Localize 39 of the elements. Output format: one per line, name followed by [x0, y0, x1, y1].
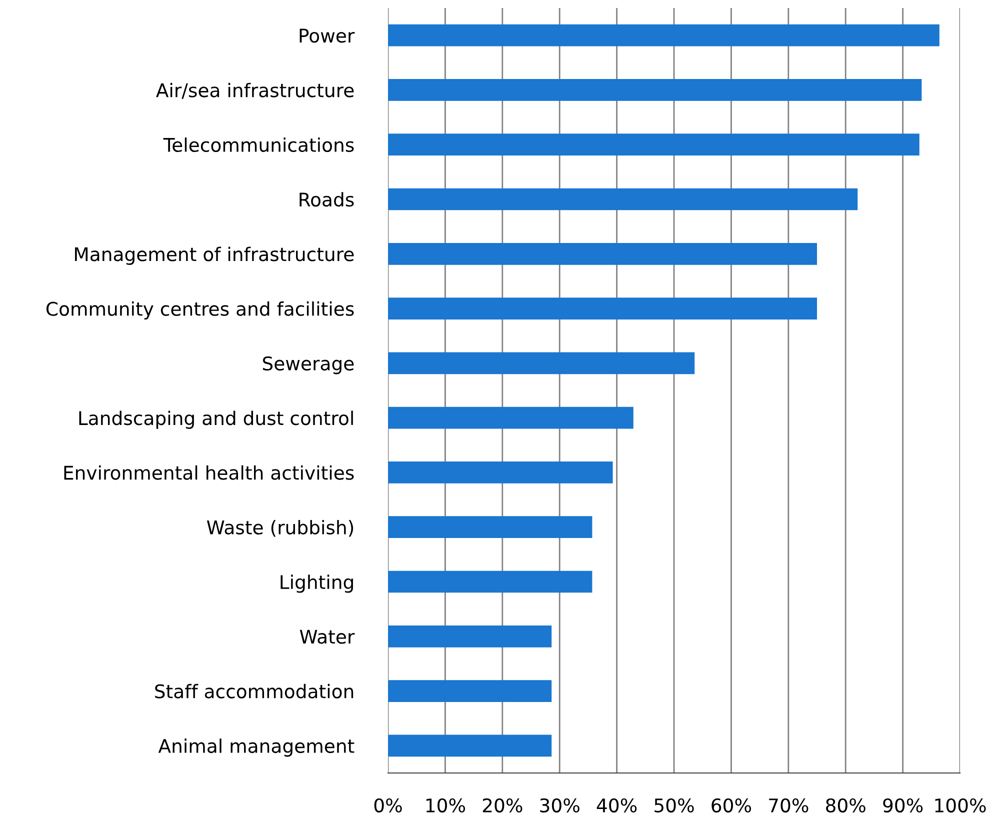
- y-tick-label: Water: [300, 630, 355, 644]
- y-tick-label: Environmental health activities: [64, 465, 354, 480]
- x-tick-label: 50%: [654, 798, 694, 813]
- bar: [388, 406, 634, 429]
- x-tick-label: 0%: [374, 798, 402, 813]
- x-tick-label: 90%: [883, 798, 923, 813]
- y-tick-label: Community centres and facilities: [46, 301, 354, 320]
- bar: [388, 134, 920, 156]
- bar: [388, 680, 552, 702]
- y-tick-label: Management of infrastructure: [75, 246, 354, 265]
- y-tick-label: Roads: [300, 192, 354, 207]
- bar: [388, 24, 940, 46]
- bar: [388, 734, 552, 757]
- y-tick-label: Lighting: [280, 574, 353, 593]
- y-tick-label: Telecommunications: [163, 137, 354, 152]
- y-tick-label: Power: [300, 28, 355, 43]
- bar: [388, 352, 695, 374]
- bar: [388, 242, 817, 265]
- y-tick-label: Air/sea infrastructure: [156, 82, 354, 99]
- bar: [388, 625, 552, 648]
- bar: [388, 462, 613, 484]
- x-tick-label: 10%: [426, 798, 466, 813]
- y-tick-label: Sewerage: [262, 356, 354, 374]
- x-tick-label: 100%: [935, 798, 986, 813]
- x-tick-label: 80%: [826, 798, 866, 813]
- y-tick-label: Waste (rubbish): [206, 520, 354, 537]
- bar: [388, 516, 592, 538]
- bar: [388, 298, 817, 320]
- y-tick-label: Landscaping and dust control: [79, 410, 353, 429]
- bar: [388, 79, 922, 101]
- bar: [388, 188, 858, 210]
- y-tick-label: Animal management: [158, 738, 354, 757]
- x-tick-label: 70%: [769, 798, 808, 813]
- x-tick-label: 60%: [712, 798, 752, 813]
- x-tick-label: 30%: [540, 798, 580, 813]
- y-tick-label: Staff accommodation: [155, 684, 354, 698]
- x-tick-label: 20%: [482, 798, 522, 813]
- x-tick-label: 40%: [596, 798, 637, 813]
- bar: [388, 570, 592, 593]
